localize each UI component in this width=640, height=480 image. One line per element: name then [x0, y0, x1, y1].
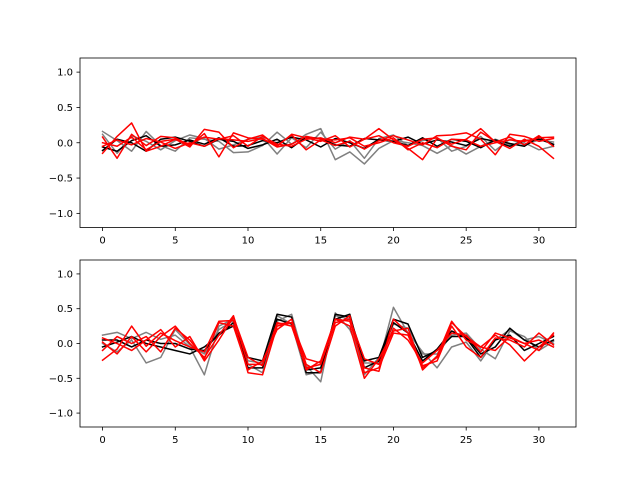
- x-tick-label: 25: [460, 236, 473, 247]
- x-tick-label: 20: [387, 435, 400, 446]
- x-tick-label: 15: [314, 236, 327, 247]
- series-line-7: [101, 135, 555, 151]
- y-tick-label: −0.5: [49, 374, 73, 385]
- series-line-7: [101, 316, 555, 369]
- x-tick-label: 0: [99, 435, 105, 446]
- y-tick-label: 0.5: [57, 304, 73, 315]
- x-tick-label: 5: [172, 236, 178, 247]
- y-tick-label: 1.0: [57, 269, 73, 280]
- series-line-0: [101, 127, 555, 165]
- x-tick-label: 30: [533, 236, 546, 247]
- x-tick-label: 10: [242, 236, 255, 247]
- y-tick-label: 0.0: [57, 339, 73, 350]
- y-tick-label: −1.0: [49, 409, 73, 420]
- series-line-5: [101, 132, 555, 160]
- y-tick-label: 1.0: [57, 68, 73, 79]
- x-tick-label: 25: [460, 435, 473, 446]
- series-line-5: [101, 314, 555, 373]
- y-tick-label: 0.0: [57, 138, 73, 149]
- bottom-subplot: 0 5 10 15 20 25 30 −1.0 −0.5 0.0 0.5 1.0: [49, 259, 577, 446]
- series-group: [101, 306, 555, 383]
- x-tick-label: 15: [314, 435, 327, 446]
- series-group: [101, 122, 555, 165]
- y-tick-label: −1.0: [49, 209, 73, 220]
- y-tick-label: 0.5: [57, 103, 73, 114]
- x-tick-label: 30: [533, 435, 546, 446]
- x-tick-label: 5: [172, 435, 178, 446]
- x-tick-label: 10: [242, 435, 255, 446]
- series-line-6: [101, 314, 555, 374]
- series-line-2: [101, 136, 555, 152]
- top-subplot: 0 5 10 15 20 25 30 −1.0 −0.5 0.0 0.5 1.0: [49, 57, 577, 247]
- x-tick-label: 0: [99, 236, 105, 247]
- x-tick-label: 20: [387, 236, 400, 247]
- y-tick-label: −0.5: [49, 174, 73, 185]
